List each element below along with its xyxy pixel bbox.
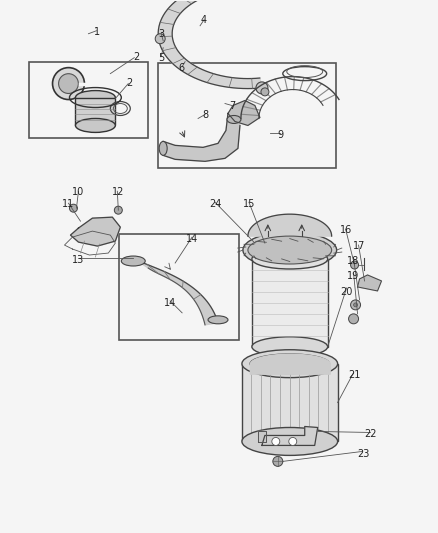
- Ellipse shape: [75, 118, 115, 132]
- Polygon shape: [258, 432, 266, 442]
- Ellipse shape: [242, 350, 338, 378]
- Circle shape: [350, 300, 360, 310]
- Ellipse shape: [75, 91, 115, 104]
- Text: 10: 10: [72, 187, 85, 197]
- Text: 18: 18: [347, 256, 360, 266]
- Circle shape: [350, 261, 359, 269]
- Text: 12: 12: [112, 187, 124, 197]
- Ellipse shape: [121, 256, 145, 266]
- Circle shape: [53, 68, 85, 100]
- Text: 8: 8: [202, 110, 208, 120]
- Ellipse shape: [252, 337, 328, 357]
- Text: 24: 24: [209, 199, 222, 209]
- Circle shape: [273, 456, 283, 466]
- Text: 19: 19: [347, 271, 360, 280]
- Circle shape: [155, 34, 165, 44]
- Ellipse shape: [227, 116, 241, 124]
- Ellipse shape: [250, 354, 330, 374]
- Text: 3: 3: [158, 29, 164, 39]
- Polygon shape: [228, 101, 260, 125]
- Circle shape: [114, 206, 122, 214]
- Circle shape: [261, 88, 269, 96]
- Polygon shape: [133, 258, 218, 325]
- Text: 20: 20: [340, 287, 353, 297]
- Circle shape: [70, 204, 78, 212]
- Ellipse shape: [252, 249, 328, 269]
- Bar: [119, 234, 239, 340]
- Text: 6: 6: [179, 63, 185, 74]
- Text: 14: 14: [164, 297, 176, 308]
- Bar: [75, 98, 115, 125]
- Polygon shape: [357, 275, 381, 291]
- Polygon shape: [262, 426, 318, 446]
- Text: 13: 13: [72, 255, 85, 265]
- Ellipse shape: [242, 427, 338, 455]
- Bar: [158, 63, 336, 168]
- Polygon shape: [163, 114, 240, 161]
- Text: 22: 22: [365, 429, 377, 439]
- Polygon shape: [248, 214, 332, 236]
- Text: 2: 2: [127, 78, 133, 88]
- Polygon shape: [71, 217, 120, 246]
- Ellipse shape: [248, 236, 332, 264]
- Text: 1: 1: [94, 27, 100, 37]
- Text: 11: 11: [62, 199, 74, 209]
- Text: 15: 15: [244, 199, 256, 209]
- Circle shape: [353, 303, 357, 307]
- Ellipse shape: [159, 141, 167, 155]
- Text: 7: 7: [229, 101, 235, 110]
- Circle shape: [256, 82, 268, 94]
- Circle shape: [59, 74, 78, 93]
- Circle shape: [349, 314, 359, 324]
- Text: 2: 2: [133, 52, 139, 62]
- Polygon shape: [158, 0, 262, 88]
- Text: 21: 21: [348, 370, 360, 381]
- Text: 9: 9: [277, 130, 283, 140]
- Text: 17: 17: [353, 241, 365, 252]
- Circle shape: [272, 438, 280, 446]
- Bar: [242, 364, 338, 441]
- Text: 14: 14: [186, 234, 198, 244]
- Ellipse shape: [243, 232, 337, 268]
- Ellipse shape: [208, 316, 228, 324]
- Bar: [252, 259, 328, 347]
- Text: 5: 5: [158, 53, 165, 63]
- Text: 23: 23: [357, 449, 369, 458]
- Bar: [28, 62, 148, 139]
- Circle shape: [289, 438, 297, 446]
- Text: 4: 4: [201, 15, 207, 25]
- Text: 16: 16: [339, 225, 352, 236]
